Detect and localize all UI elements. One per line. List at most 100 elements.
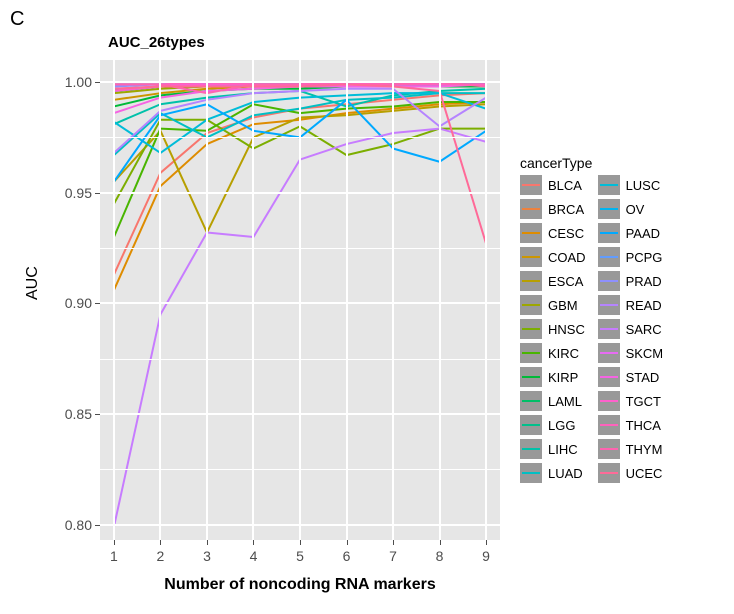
legend-item-PAAD: PAAD xyxy=(598,223,664,243)
x-tick-label: 2 xyxy=(145,548,175,564)
y-axis-label: AUC xyxy=(24,266,42,300)
legend-swatch xyxy=(520,391,542,411)
legend-label: TGCT xyxy=(626,394,661,409)
legend-item-LUSC: LUSC xyxy=(598,175,664,195)
legend-item-COAD: COAD xyxy=(520,247,586,267)
legend-item-TGCT: TGCT xyxy=(598,391,664,411)
legend-item-THYM: THYM xyxy=(598,439,664,459)
legend-swatch xyxy=(520,175,542,195)
legend-item-SARC: SARC xyxy=(598,319,664,339)
legend-col-2: LUSC OV PAAD PCPG PRAD READ SARC SKCM STAD TGCT TH… xyxy=(598,175,664,487)
legend-label: OV xyxy=(626,202,645,217)
y-tick-label: 0.85 xyxy=(44,406,92,422)
legend-label: LGG xyxy=(548,418,575,433)
legend-label: ESCA xyxy=(548,274,583,289)
legend-item-SKCM: SKCM xyxy=(598,343,664,363)
legend-label: READ xyxy=(626,298,662,313)
legend-item-STAD: STAD xyxy=(598,367,664,387)
y-tick-label: 0.90 xyxy=(44,295,92,311)
legend-swatch xyxy=(598,175,620,195)
legend-item-PCPG: PCPG xyxy=(598,247,664,267)
legend-item-LUAD: LUAD xyxy=(520,463,586,483)
legend-label: GBM xyxy=(548,298,578,313)
legend-item-HNSC: HNSC xyxy=(520,319,586,339)
legend-label: KIRC xyxy=(548,346,579,361)
legend-swatch xyxy=(520,271,542,291)
legend-title: cancerType xyxy=(520,155,720,171)
legend-swatch xyxy=(598,415,620,435)
legend-item-UCEC: UCEC xyxy=(598,463,664,483)
legend-label: COAD xyxy=(548,250,586,265)
legend-label: BRCA xyxy=(548,202,584,217)
legend-item-THCA: THCA xyxy=(598,415,664,435)
legend-swatch xyxy=(520,439,542,459)
legend-item-KIRC: KIRC xyxy=(520,343,586,363)
x-tick-label: 4 xyxy=(238,548,268,564)
legend-item-LAML: LAML xyxy=(520,391,586,411)
legend-label: LUAD xyxy=(548,466,583,481)
legend-item-OV: OV xyxy=(598,199,664,219)
y-tick-label: 0.95 xyxy=(44,185,92,201)
panel-label: C xyxy=(10,8,24,31)
legend-swatch xyxy=(520,319,542,339)
legend-swatch xyxy=(520,247,542,267)
legend-label: KIRP xyxy=(548,370,578,385)
legend-label: THCA xyxy=(626,418,661,433)
legend-item-LIHC: LIHC xyxy=(520,439,586,459)
legend: cancerType BLCA BRCA CESC COAD ESCA GBM HNSC KI… xyxy=(520,155,720,487)
legend-label: PCPG xyxy=(626,250,663,265)
legend-swatch xyxy=(520,295,542,315)
legend-swatch xyxy=(598,271,620,291)
legend-label: HNSC xyxy=(548,322,585,337)
legend-swatch xyxy=(598,247,620,267)
y-tick-label: 1.00 xyxy=(44,74,92,90)
legend-item-CESC: CESC xyxy=(520,223,586,243)
legend-swatch xyxy=(598,199,620,219)
legend-item-LGG: LGG xyxy=(520,415,586,435)
legend-label: UCEC xyxy=(626,466,663,481)
legend-swatch xyxy=(520,343,542,363)
x-tick-label: 6 xyxy=(332,548,362,564)
legend-item-READ: READ xyxy=(598,295,664,315)
x-tick-label: 5 xyxy=(285,548,315,564)
y-tick-label: 0.80 xyxy=(44,517,92,533)
legend-label: LUSC xyxy=(626,178,661,193)
legend-col-1: BLCA BRCA CESC COAD ESCA GBM HNSC KIRC KIRP LAML L… xyxy=(520,175,586,487)
x-tick-label: 7 xyxy=(378,548,408,564)
legend-swatch xyxy=(520,415,542,435)
legend-swatch xyxy=(598,223,620,243)
legend-label: LIHC xyxy=(548,442,578,457)
legend-swatch xyxy=(520,463,542,483)
legend-swatch xyxy=(598,343,620,363)
x-axis-label: Number of noncoding RNA markers xyxy=(100,576,500,594)
legend-item-KIRP: KIRP xyxy=(520,367,586,387)
x-tick-label: 1 xyxy=(99,548,129,564)
legend-swatch xyxy=(520,223,542,243)
legend-swatch xyxy=(598,295,620,315)
legend-item-GBM: GBM xyxy=(520,295,586,315)
legend-item-ESCA: ESCA xyxy=(520,271,586,291)
x-tick-label: 8 xyxy=(425,548,455,564)
legend-swatch xyxy=(598,367,620,387)
legend-swatch xyxy=(598,439,620,459)
x-tick-label: 3 xyxy=(192,548,222,564)
legend-swatch xyxy=(520,367,542,387)
legend-label: PRAD xyxy=(626,274,662,289)
legend-label: LAML xyxy=(548,394,582,409)
legend-item-BLCA: BLCA xyxy=(520,175,586,195)
legend-swatch xyxy=(520,199,542,219)
legend-label: BLCA xyxy=(548,178,582,193)
legend-label: SKCM xyxy=(626,346,664,361)
legend-label: THYM xyxy=(626,442,663,457)
x-tick-label: 9 xyxy=(471,548,501,564)
legend-label: PAAD xyxy=(626,226,660,241)
legend-label: CESC xyxy=(548,226,584,241)
legend-label: SARC xyxy=(626,322,662,337)
legend-columns: BLCA BRCA CESC COAD ESCA GBM HNSC KIRC KIRP LAML L… xyxy=(520,175,720,487)
chart-plot-area xyxy=(100,60,500,540)
legend-swatch xyxy=(598,319,620,339)
legend-item-BRCA: BRCA xyxy=(520,199,586,219)
legend-label: STAD xyxy=(626,370,660,385)
chart-title: AUC_26types xyxy=(108,34,205,51)
legend-item-PRAD: PRAD xyxy=(598,271,664,291)
